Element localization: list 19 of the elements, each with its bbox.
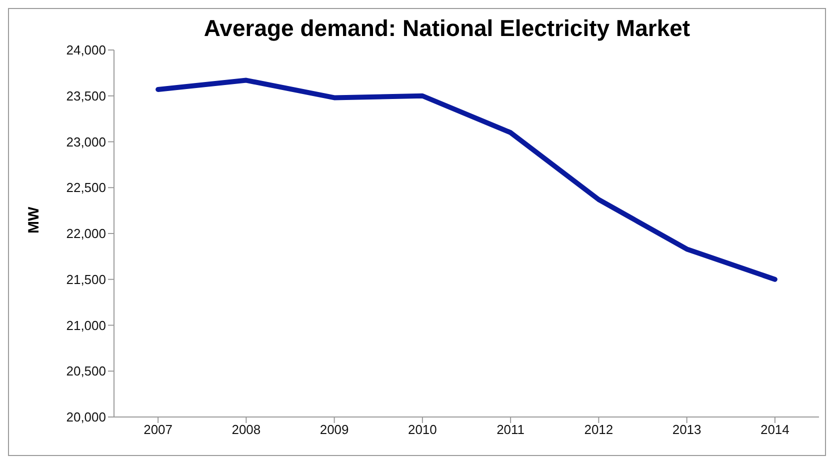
x-tick-label: 2014 xyxy=(760,422,790,438)
chart-title: Average demand: National Electricity Market xyxy=(202,14,692,42)
x-tick-label: 2007 xyxy=(144,422,173,438)
y-tick-label: 20,500 xyxy=(66,364,106,379)
y-tick-label: 22,000 xyxy=(66,226,106,242)
y-tick-label: 21,500 xyxy=(66,272,106,287)
y-tick-label: 21,000 xyxy=(66,318,106,333)
x-tick-label: 2009 xyxy=(320,422,349,438)
y-tick-label: 23,000 xyxy=(66,134,106,150)
x-tick-label: 2012 xyxy=(584,422,614,438)
y-tick-label: 23,500 xyxy=(66,88,106,104)
y-axis-title: MW xyxy=(25,206,42,234)
x-tick-label: 2013 xyxy=(672,422,702,438)
y-tick-label: 24,000 xyxy=(66,42,106,58)
x-tick-label: 2010 xyxy=(408,422,437,438)
x-tick-label: 2011 xyxy=(496,422,525,438)
y-tick-label: 22,500 xyxy=(66,180,106,196)
y-tick-label: 20,000 xyxy=(66,410,106,425)
x-tick-label: 2008 xyxy=(232,422,261,438)
